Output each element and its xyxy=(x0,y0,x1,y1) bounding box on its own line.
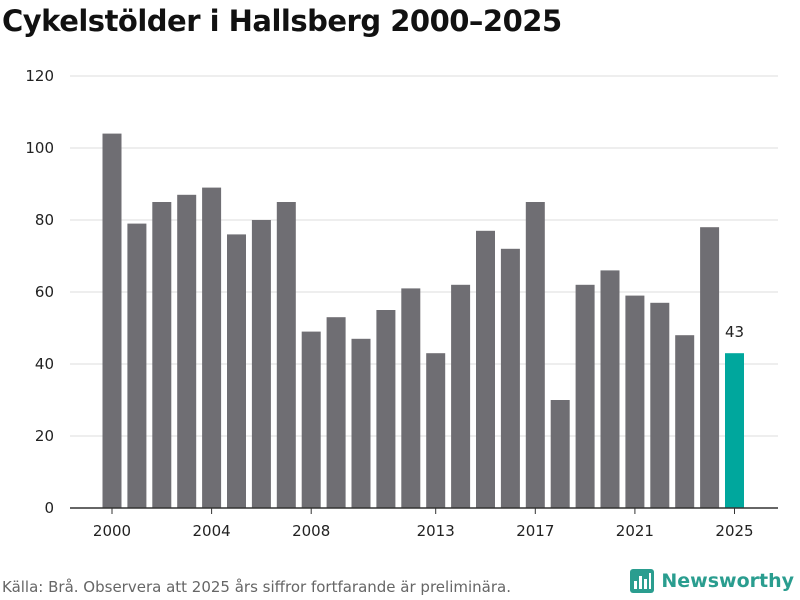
bar-2001 xyxy=(127,223,147,508)
bar-2020 xyxy=(600,270,620,508)
bar-2014 xyxy=(451,284,471,508)
bar-2015 xyxy=(476,230,495,509)
bar-2007 xyxy=(276,202,296,508)
y-tick-label: 20 xyxy=(35,427,54,445)
bar-2005 xyxy=(227,234,246,508)
chart-title: Cykelstölder i Hallsberg 2000–2025 xyxy=(2,4,562,38)
bar-2024 xyxy=(700,227,720,508)
bar-2021 xyxy=(625,295,645,508)
y-tick-label: 0 xyxy=(44,499,54,517)
x-tick-label: 2004 xyxy=(193,522,231,540)
x-tick-label: 2021 xyxy=(616,522,654,540)
brand-name: Newsworthy xyxy=(661,570,794,592)
source-note: Källa: Brå. Observera att 2025 års siffr… xyxy=(2,578,511,596)
bar-2008 xyxy=(301,331,321,508)
x-tick-label: 2008 xyxy=(292,522,330,540)
y-tick-label: 100 xyxy=(25,139,54,157)
bar-2010 xyxy=(351,338,371,508)
bar-2011 xyxy=(376,310,396,508)
brand-logo[interactable]: Newsworthy xyxy=(629,568,794,594)
bar-2022 xyxy=(650,302,670,508)
bars xyxy=(102,133,744,509)
x-tick-label: 2025 xyxy=(715,522,753,540)
y-tick-label: 80 xyxy=(35,211,54,229)
x-tick-label: 2013 xyxy=(417,522,455,540)
bar-2013 xyxy=(426,353,446,508)
x-axis xyxy=(70,507,778,514)
bar-2012 xyxy=(401,288,421,508)
x-tick-label: 2000 xyxy=(93,522,131,540)
data-labels: 43 xyxy=(725,323,744,341)
bar-2018 xyxy=(550,400,570,508)
y-tick-label: 60 xyxy=(35,283,54,301)
y-tick-label: 120 xyxy=(25,67,54,85)
x-tick-label: 2017 xyxy=(516,522,554,540)
bar-2023 xyxy=(675,335,695,508)
gridlines xyxy=(70,75,778,437)
bar-2009 xyxy=(326,317,346,508)
y-tick-label: 40 xyxy=(35,355,54,373)
bar-2016 xyxy=(500,248,520,509)
y-axis-labels: 0 20 40 60 80 100 120 xyxy=(25,67,54,517)
bar-2000 xyxy=(102,133,122,508)
bar-2003 xyxy=(177,194,197,509)
newsworthy-logo-icon xyxy=(630,569,655,593)
bar-2025 xyxy=(725,353,744,508)
bar-2006 xyxy=(251,220,271,508)
bar-2017 xyxy=(525,202,545,508)
bar-2019 xyxy=(575,284,595,508)
x-axis-labels: 2000 2004 2008 2013 2017 2021 2025 xyxy=(93,522,754,540)
bar-2002 xyxy=(152,202,172,508)
data-label-2025: 43 xyxy=(725,323,744,341)
bar-2004 xyxy=(202,187,222,508)
